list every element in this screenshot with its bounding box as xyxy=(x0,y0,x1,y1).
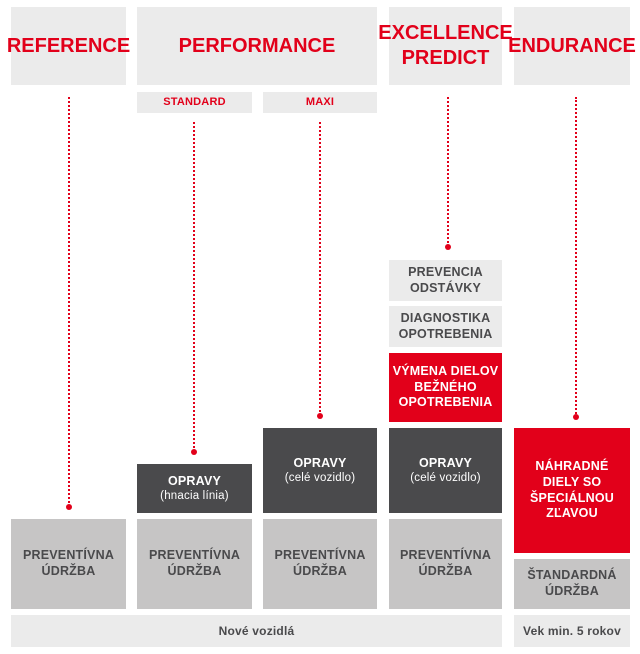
preventive-maintenance-excellence: PREVENTÍVNA ÚDRŽBA xyxy=(389,519,502,609)
spare-parts-special-discount: NÁHRADNÉ DIELY SO ŠPECIÁLNOU ZĽAVOU xyxy=(514,428,630,553)
wear-parts-replacement: VÝMENA DIELOV BEŽNÉHO OPOTREBENIA xyxy=(389,353,502,422)
standard-maintenance-line2: ÚDRŽBA xyxy=(545,584,599,598)
header-performance-label: PERFORMANCE xyxy=(178,34,336,57)
repairs-label: OPRAVY xyxy=(293,455,347,470)
footer-new-vehicles-label: Nové vozidlá xyxy=(218,623,295,638)
subheader-standard-label: STANDARD xyxy=(163,95,226,108)
connector-maxi xyxy=(319,122,321,416)
spare-parts-line4: ZĽAVOU xyxy=(546,506,598,521)
header-endurance: ENDURANCE xyxy=(508,7,636,85)
connector-excellence xyxy=(447,97,449,247)
preventive-line2: ÚDRŽBA xyxy=(293,564,347,578)
preventive-line1: PREVENTÍVNA xyxy=(22,548,115,563)
repairs-drivetrain-standard: OPRAVY (hnacia línia) xyxy=(137,464,252,513)
connector-endurance-dot xyxy=(573,414,579,420)
repairs-label: OPRAVY xyxy=(167,473,222,488)
preventive-maintenance-reference: PREVENTÍVNA ÚDRŽBA xyxy=(11,519,126,609)
preventive-line1: PREVENTÍVNA xyxy=(399,548,492,563)
wear-replacement-line3: OPOTREBENIA xyxy=(398,395,493,410)
subheader-maxi: MAXI xyxy=(263,92,377,113)
subheader-maxi-label: MAXI xyxy=(305,95,335,108)
downtime-prevention: PREVENCIA ODSTÁVKY xyxy=(389,260,502,301)
repairs-scope: (celé vozidlo) xyxy=(284,472,356,485)
subheader-standard: STANDARD xyxy=(137,92,252,113)
standard-maintenance-endurance: ŠTANDARDNÁ ÚDRŽBA xyxy=(514,559,630,609)
preventive-line1: PREVENTÍVNA xyxy=(148,548,241,563)
preventive-line1: PREVENTÍVNA xyxy=(274,548,366,563)
wear-replacement-line2: BEŽNÉHO xyxy=(414,379,477,394)
header-excellence-line1: EXCELLENCE xyxy=(378,22,513,44)
standard-maintenance-line1: ŠTANDARDNÁ xyxy=(527,568,617,583)
repairs-whole-vehicle-maxi: OPRAVY (celé vozidlo) xyxy=(263,428,377,513)
header-performance: PERFORMANCE xyxy=(137,7,377,85)
preventive-maintenance-maxi: PREVENTÍVNA ÚDRŽBA xyxy=(263,519,377,609)
connector-endurance xyxy=(575,97,577,417)
repairs-scope: (celé vozidlo) xyxy=(410,472,481,485)
downtime-prevention-line1: PREVENCIA xyxy=(408,264,483,279)
repairs-label: OPRAVY xyxy=(418,455,473,470)
header-excellence-line2: PREDICT xyxy=(401,47,490,69)
header-reference: REFERENCE xyxy=(7,7,130,85)
preventive-maintenance-standard: PREVENTÍVNA ÚDRŽBA xyxy=(137,519,252,609)
wear-diagnostics-line2: OPOTREBENIA xyxy=(398,326,493,341)
repairs-whole-vehicle-excellence: OPRAVY (celé vozidlo) xyxy=(389,428,502,513)
downtime-prevention-line2: ODSTÁVKY xyxy=(409,280,482,295)
repairs-scope: (hnacia línia) xyxy=(160,490,229,503)
spare-parts-line1: NÁHRADNÉ xyxy=(535,459,609,474)
header-endurance-label: ENDURANCE xyxy=(508,34,636,57)
spare-parts-line2: DIELY SO xyxy=(542,474,602,489)
footer-new-vehicles: Nové vozidlá xyxy=(11,615,502,647)
connector-reference xyxy=(68,97,70,507)
header-reference-label: REFERENCE xyxy=(6,34,131,57)
spare-parts-line3: ŠPECIÁLNOU xyxy=(530,490,614,505)
wear-replacement-line1: VÝMENA DIELOV xyxy=(392,364,499,379)
header-excellence-predict: EXCELLENCE PREDICT xyxy=(378,7,513,85)
connector-maxi-dot xyxy=(317,413,323,419)
wear-diagnostics-line1: DIAGNOSTIKA xyxy=(400,310,491,325)
connector-reference-dot xyxy=(66,504,72,510)
preventive-line2: ÚDRŽBA xyxy=(167,564,222,578)
connector-standard-dot xyxy=(191,449,197,455)
preventive-line2: ÚDRŽBA xyxy=(418,564,473,578)
wear-diagnostics: DIAGNOSTIKA OPOTREBENIA xyxy=(389,306,502,347)
connector-standard xyxy=(193,122,195,452)
footer-age-min-label: Vek min. 5 rokov xyxy=(523,623,621,638)
footer-age-min: Vek min. 5 rokov xyxy=(514,615,630,647)
preventive-line2: ÚDRŽBA xyxy=(41,564,96,578)
connector-excellence-dot xyxy=(445,244,451,250)
